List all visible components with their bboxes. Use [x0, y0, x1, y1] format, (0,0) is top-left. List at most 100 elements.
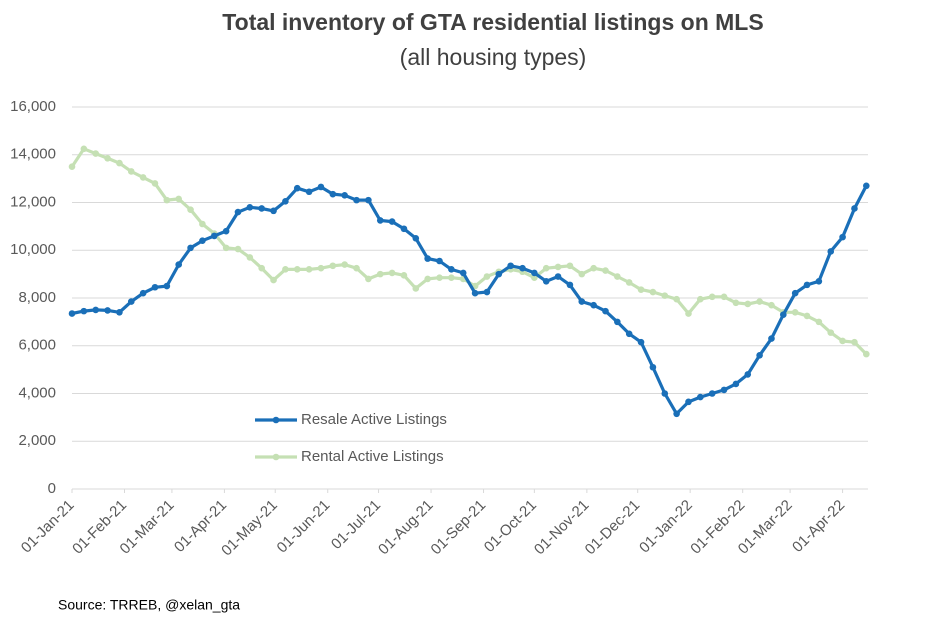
point — [590, 301, 597, 309]
point — [827, 248, 835, 255]
point — [234, 245, 242, 253]
point — [436, 257, 443, 265]
point — [258, 205, 265, 212]
point — [175, 195, 182, 203]
x-tick-label: 01-Jan-21 — [18, 497, 78, 557]
legend-marker — [272, 416, 280, 424]
point — [175, 261, 182, 268]
point — [127, 168, 135, 175]
x-tick-label: 01-Apr-22 — [789, 497, 848, 556]
x-tick-label: 01-Jan-22 — [636, 497, 696, 557]
chart-subtitle: (all housing types) — [400, 44, 587, 70]
point — [839, 233, 846, 241]
legend-marker — [272, 453, 280, 461]
point — [768, 335, 775, 342]
point — [199, 237, 206, 244]
point — [602, 267, 609, 274]
point — [471, 289, 479, 297]
point — [305, 188, 313, 196]
point — [282, 198, 289, 205]
point — [732, 299, 740, 307]
point — [803, 312, 811, 320]
point — [329, 262, 337, 270]
point — [851, 205, 858, 212]
point — [661, 390, 669, 397]
point — [246, 254, 254, 261]
point — [780, 311, 787, 319]
point — [815, 318, 823, 326]
y-tick-label: 6,000 — [18, 337, 56, 354]
point — [614, 318, 621, 326]
series-line — [70, 147, 868, 356]
point — [744, 371, 752, 378]
point — [459, 269, 467, 277]
point — [732, 380, 740, 388]
point — [625, 279, 633, 286]
point — [756, 352, 763, 359]
series-line — [71, 185, 868, 416]
point — [602, 307, 609, 315]
point — [483, 273, 491, 280]
point — [341, 192, 348, 199]
point — [531, 274, 538, 282]
point — [495, 270, 503, 278]
point — [116, 159, 123, 167]
point — [317, 183, 325, 191]
point — [637, 338, 645, 346]
point — [139, 174, 147, 181]
point — [187, 206, 194, 213]
point — [412, 235, 420, 242]
point — [578, 270, 586, 278]
point — [448, 274, 455, 282]
point — [791, 309, 799, 316]
point — [685, 310, 692, 317]
point — [649, 363, 657, 371]
point — [246, 203, 254, 211]
point — [803, 281, 811, 289]
x-tick-label: 01-Aug-21 — [375, 497, 437, 559]
point — [424, 275, 431, 283]
point — [519, 264, 526, 272]
point — [697, 393, 704, 401]
point — [673, 410, 680, 418]
point — [163, 196, 171, 204]
point — [661, 292, 669, 299]
point — [365, 275, 372, 283]
point — [305, 266, 313, 273]
point — [68, 163, 76, 170]
point — [566, 262, 574, 270]
point — [708, 390, 716, 397]
point — [649, 288, 657, 296]
point — [673, 295, 680, 303]
point — [637, 286, 645, 293]
point — [151, 283, 159, 291]
point — [222, 244, 230, 252]
legend-label: Resale Active Listings — [301, 411, 447, 428]
point — [542, 264, 550, 272]
point — [815, 277, 823, 285]
point — [104, 307, 111, 314]
point — [863, 350, 870, 358]
point — [163, 282, 171, 290]
y-tick-label: 14,000 — [10, 146, 56, 163]
point — [685, 398, 692, 406]
point — [388, 218, 396, 225]
point — [68, 310, 76, 317]
y-tick-label: 2,000 — [18, 432, 56, 449]
point — [127, 298, 135, 305]
point — [625, 330, 633, 338]
point — [697, 295, 704, 303]
point — [744, 300, 752, 308]
point — [293, 266, 301, 273]
chart-title: Total inventory of GTA residential listi… — [222, 9, 763, 35]
point — [400, 272, 408, 279]
point — [566, 281, 574, 289]
point — [270, 276, 277, 284]
point — [827, 329, 835, 336]
point — [448, 266, 455, 273]
point — [353, 264, 360, 272]
point — [329, 190, 337, 198]
point — [412, 285, 420, 292]
point — [151, 180, 159, 187]
